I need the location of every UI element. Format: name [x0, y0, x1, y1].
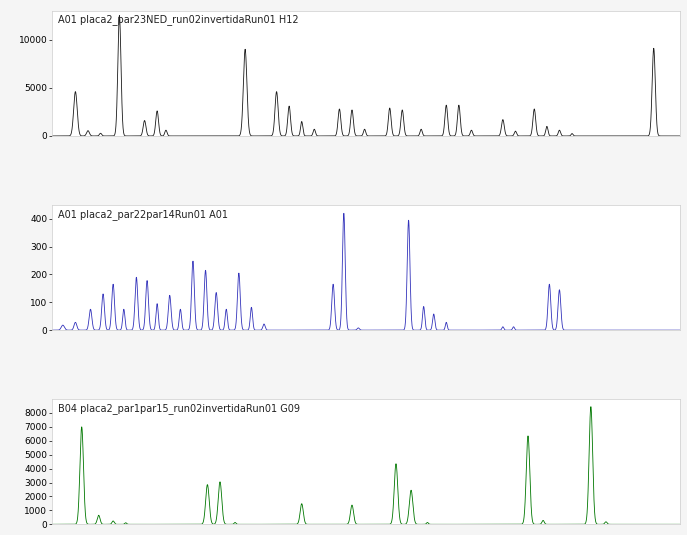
Text: A01 placa2_par22par14Run01 A01: A01 placa2_par22par14Run01 A01 — [58, 209, 228, 219]
Text: A01 placa2_par23NED_run02invertidaRun01 H12: A01 placa2_par23NED_run02invertidaRun01 … — [58, 14, 298, 25]
Text: B04 placa2_par1par15_run02invertidaRun01 G09: B04 placa2_par1par15_run02invertidaRun01… — [58, 403, 300, 414]
